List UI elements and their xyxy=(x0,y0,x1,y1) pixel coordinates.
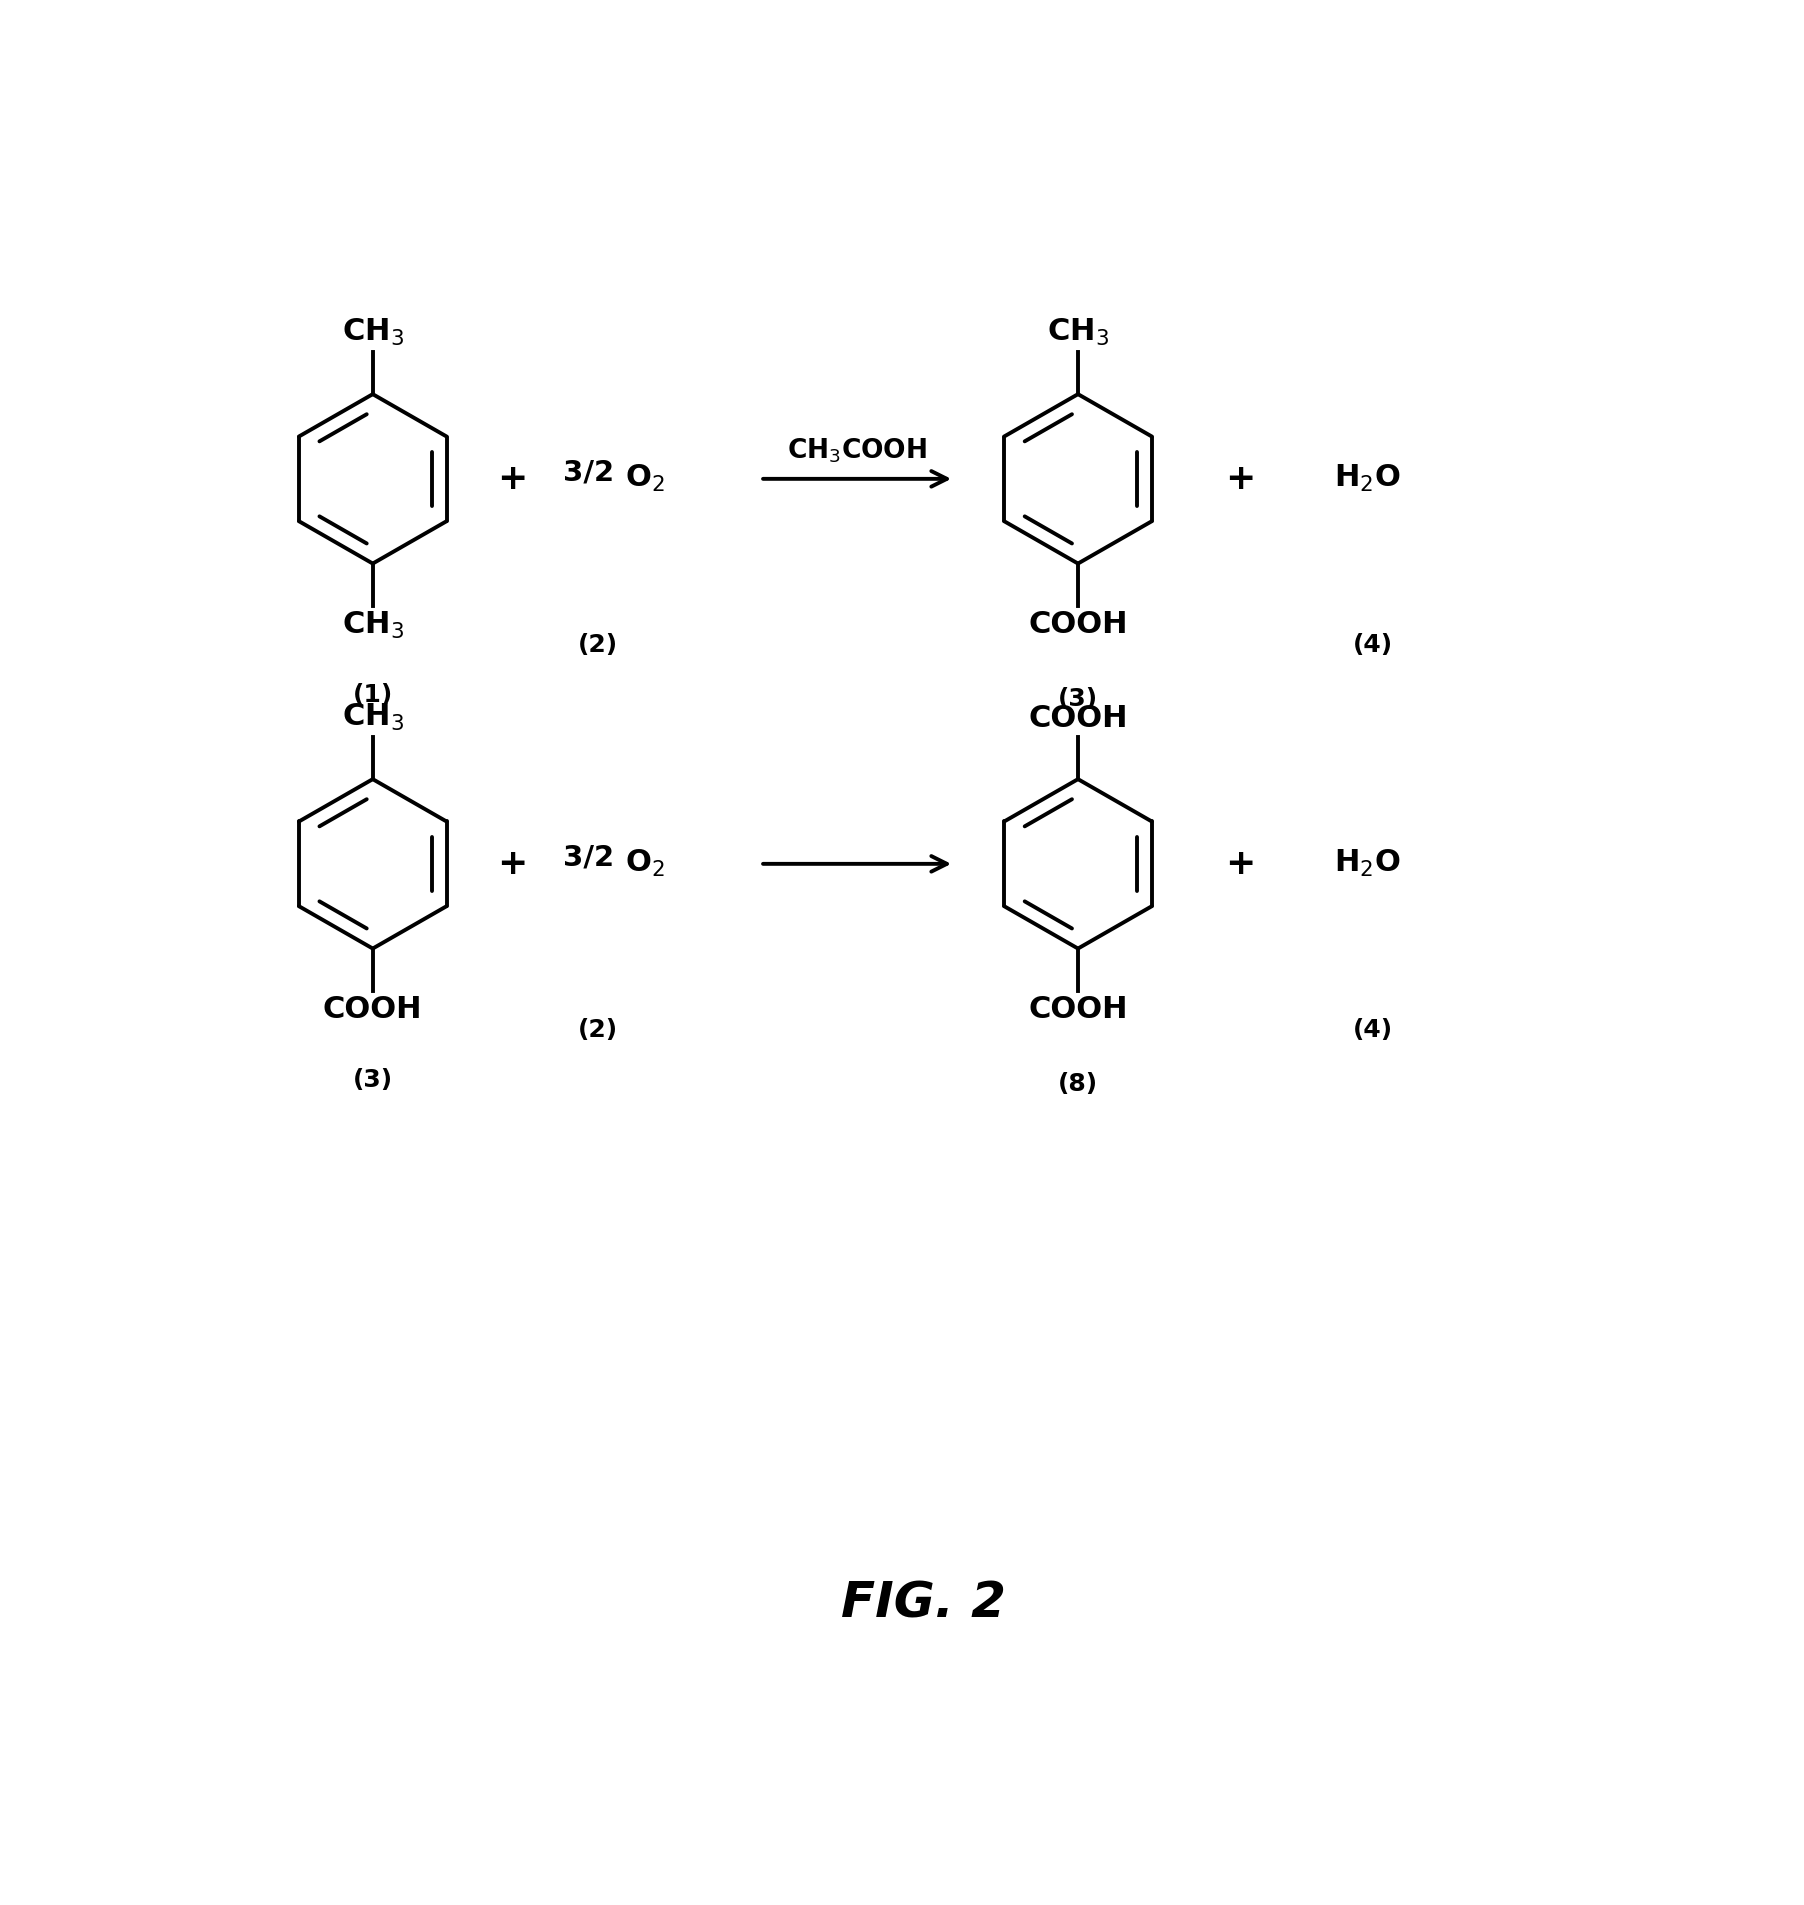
Text: COOH: COOH xyxy=(1028,705,1128,733)
Text: CH$_3$: CH$_3$ xyxy=(341,701,404,733)
Text: (4): (4) xyxy=(1353,632,1393,657)
Text: H$_2$O: H$_2$O xyxy=(1333,848,1400,880)
Text: (1): (1) xyxy=(352,682,393,707)
Text: (8): (8) xyxy=(1057,1073,1099,1095)
Text: (3): (3) xyxy=(1057,686,1099,711)
Text: H$_2$O: H$_2$O xyxy=(1333,463,1400,495)
Text: FIG. 2: FIG. 2 xyxy=(841,1579,1005,1627)
Text: 3/2: 3/2 xyxy=(563,459,613,486)
Text: +: + xyxy=(1225,848,1256,880)
Text: CH$_3$: CH$_3$ xyxy=(1046,316,1109,349)
Text: COOH: COOH xyxy=(1028,610,1128,638)
Text: (3): (3) xyxy=(354,1069,393,1092)
Text: +: + xyxy=(1225,461,1256,495)
Text: +: + xyxy=(498,848,527,880)
Text: COOH: COOH xyxy=(1028,994,1128,1023)
Text: (2): (2) xyxy=(577,632,617,657)
Text: O$_2$: O$_2$ xyxy=(624,463,664,495)
Text: O$_2$: O$_2$ xyxy=(624,848,664,880)
Text: 3/2: 3/2 xyxy=(563,844,613,872)
Text: (2): (2) xyxy=(577,1017,617,1042)
Text: CH$_3$: CH$_3$ xyxy=(341,610,404,640)
Text: (4): (4) xyxy=(1353,1017,1393,1042)
Text: CH$_3$COOH: CH$_3$COOH xyxy=(787,436,927,465)
Text: +: + xyxy=(498,461,527,495)
Text: CH$_3$: CH$_3$ xyxy=(341,316,404,349)
Text: COOH: COOH xyxy=(323,994,422,1023)
